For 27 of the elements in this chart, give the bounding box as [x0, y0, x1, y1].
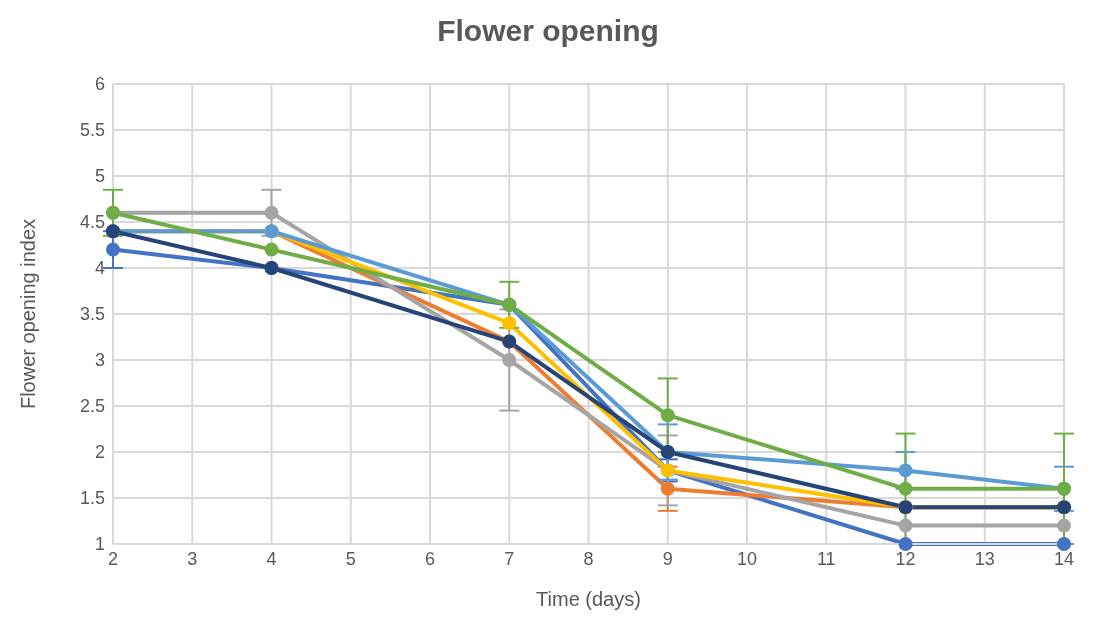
x-tick-label: 5 [345, 548, 356, 569]
x-tick-label: 7 [504, 548, 515, 569]
x-axis-title: Time (days) [536, 588, 641, 610]
y-tick-label: 4 [94, 258, 105, 279]
x-tick-label: 3 [187, 548, 198, 569]
y-tick-label: 5 [94, 166, 105, 187]
x-tick-label: 13 [974, 548, 995, 569]
y-tick-label: 1.5 [79, 488, 105, 509]
y-tick-label: 2.5 [79, 396, 105, 417]
y-tick-label: 1 [94, 534, 105, 555]
y-tick-label: 2 [94, 442, 105, 463]
x-tick-label: 8 [583, 548, 594, 569]
y-tick-label: 5.5 [79, 120, 105, 141]
chart-title: Flower opening [436, 13, 660, 49]
y-tick-label: 3.5 [79, 304, 105, 325]
y-tick-label: 4.5 [79, 212, 105, 233]
x-tick-label: 14 [1053, 548, 1075, 569]
x-tick-label: 6 [424, 548, 436, 569]
x-tick-label: 12 [895, 548, 916, 569]
y-axis-title: Flower opening index [17, 218, 40, 410]
x-tick-label: 11 [816, 548, 836, 569]
x-tick-label: 10 [736, 548, 758, 569]
x-tick-label: 2 [107, 548, 119, 569]
y-tick-label: 3 [94, 350, 105, 371]
x-tick-label: 9 [662, 548, 673, 569]
x-tick-label: 4 [266, 548, 277, 569]
y-tick-label: 6 [94, 74, 105, 95]
